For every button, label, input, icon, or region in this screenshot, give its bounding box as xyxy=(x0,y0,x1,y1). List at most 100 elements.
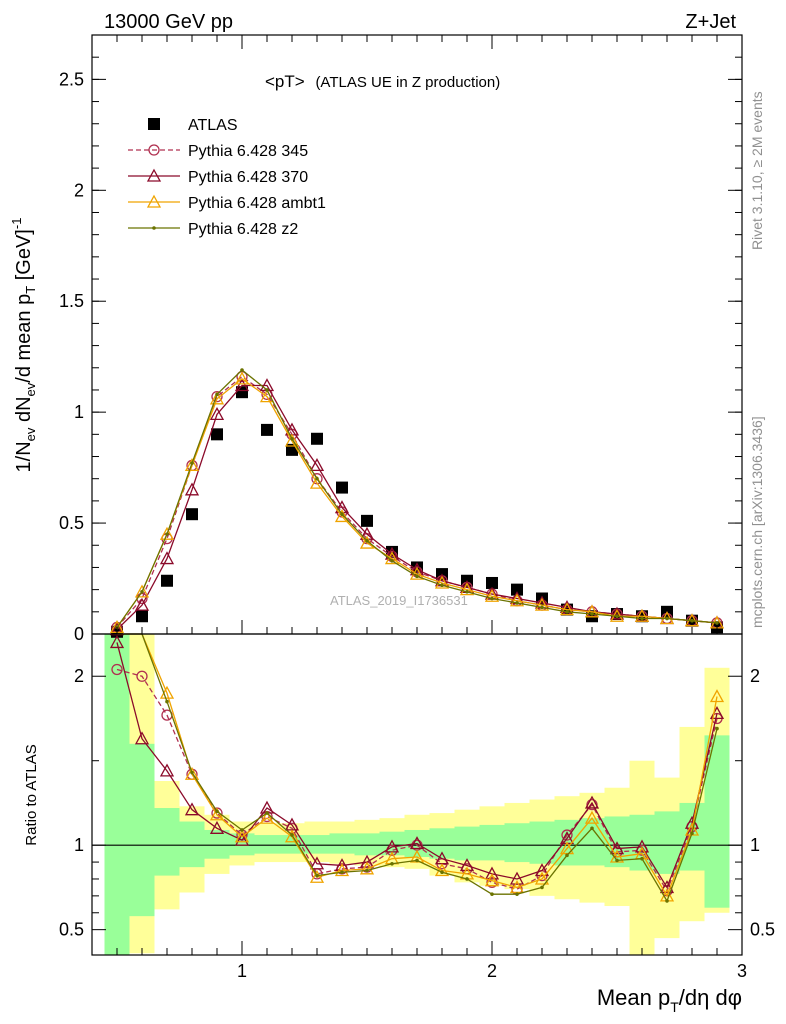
x-axis-label: Mean pT/dη dφ xyxy=(597,985,742,1015)
ratio-y-tick-label-right: 0.5 xyxy=(750,920,775,940)
ratio-y-tick-label: 1 xyxy=(74,835,84,855)
data-point xyxy=(215,392,219,397)
data-point xyxy=(240,368,244,372)
inner-band-bin xyxy=(104,634,130,955)
data-point xyxy=(365,868,369,873)
inner-band-bin xyxy=(479,824,505,861)
data-point xyxy=(690,618,694,623)
legend-label: Pythia 6.428 370 xyxy=(188,169,308,186)
data-point xyxy=(584,810,600,824)
data-point xyxy=(140,590,144,594)
ratio-y-tick-label: 2 xyxy=(74,666,84,686)
data-point xyxy=(184,766,200,780)
data-point xyxy=(534,597,550,611)
data-point xyxy=(159,763,175,777)
data-point xyxy=(509,871,525,885)
rivet-label: Rivet 3.1.10, ≥ 2M events xyxy=(749,91,765,250)
data-point xyxy=(534,871,550,885)
data-point xyxy=(211,428,223,441)
y-tick-label: 0.5 xyxy=(59,513,84,533)
data-point xyxy=(284,433,300,447)
ratio-uncertainty-bands xyxy=(92,634,742,955)
data-point xyxy=(309,869,325,883)
data-point xyxy=(465,877,469,881)
data-point xyxy=(284,829,300,843)
data-point xyxy=(136,670,148,682)
data-point xyxy=(165,532,169,536)
data-point xyxy=(315,873,319,878)
data-point xyxy=(134,597,150,611)
data-point xyxy=(609,841,625,855)
legend-entry-pythia-6-428-345: Pythia 6.428 345 xyxy=(128,143,308,160)
data-point xyxy=(440,870,444,875)
data-point xyxy=(161,574,173,587)
series-line xyxy=(117,633,718,898)
legend-marker xyxy=(146,194,162,208)
inner-band-bin xyxy=(229,833,255,856)
data-point xyxy=(665,616,669,621)
data-point xyxy=(309,856,325,870)
data-point xyxy=(136,610,148,623)
series-line xyxy=(116,375,718,628)
data-point xyxy=(415,574,419,579)
header-left: 13000 GeV pp xyxy=(104,11,233,33)
data-point xyxy=(515,892,519,896)
data-point xyxy=(234,378,250,392)
data-point xyxy=(584,604,600,618)
legend-marker xyxy=(152,226,156,230)
data-point xyxy=(190,461,194,465)
data-point xyxy=(490,892,494,896)
main-ylabel: 1/Nev dNev/d mean pT [GeV]-1 xyxy=(9,218,38,473)
data-point xyxy=(134,584,150,598)
data-point xyxy=(311,432,323,445)
data-point xyxy=(709,689,725,703)
header-right: Z+Jet xyxy=(685,11,736,33)
data-point xyxy=(184,482,200,496)
inner-band-bin xyxy=(679,802,705,871)
inner-band-bin xyxy=(654,811,680,874)
mcplots-label: mcplots.cern.ch [arXiv:1306.3436] xyxy=(749,416,765,628)
series-line xyxy=(116,378,718,628)
data-point xyxy=(234,371,250,385)
data-point xyxy=(615,858,619,863)
watermark: ATLAS_2019_I1736531 xyxy=(330,593,468,608)
data-point xyxy=(340,870,344,875)
data-point xyxy=(634,839,650,853)
data-point xyxy=(559,602,575,616)
legend-label: ATLAS xyxy=(188,117,238,134)
data-point xyxy=(509,593,525,607)
y-tick-label: 2 xyxy=(74,180,84,200)
inner-band-bin xyxy=(504,823,530,863)
legend-label: Pythia 6.428 345 xyxy=(188,143,308,160)
ratio-ylabel: Ratio to ATLAS xyxy=(23,744,40,845)
data-point xyxy=(440,583,444,587)
series-line xyxy=(116,642,718,889)
data-point xyxy=(484,866,500,880)
ratio-y-tick-label-right: 1 xyxy=(750,835,760,855)
data-point xyxy=(540,605,544,610)
data-point xyxy=(159,551,175,565)
data-point xyxy=(265,388,269,392)
inner-band-bin xyxy=(354,833,380,856)
legend-entry-pythia-6-428-ambt1: Pythia 6.428 ambt1 xyxy=(128,194,326,212)
data-point xyxy=(511,583,523,596)
data-point xyxy=(634,608,650,622)
data-point xyxy=(186,508,198,521)
data-point xyxy=(640,856,644,861)
data-point xyxy=(434,863,450,877)
chart-title-main: <pT> xyxy=(265,72,305,91)
data-point xyxy=(590,612,594,616)
inner-band-bin xyxy=(204,829,230,859)
data-point xyxy=(234,829,250,843)
data-point xyxy=(159,526,175,540)
inner-band-bin xyxy=(179,821,205,868)
data-point xyxy=(240,828,244,832)
data-point xyxy=(390,558,394,563)
ratio-series-layer xyxy=(109,633,725,903)
data-point xyxy=(484,873,500,887)
y-tick-label: 0 xyxy=(74,624,84,644)
data-point xyxy=(259,810,275,824)
data-point xyxy=(184,802,200,816)
data-point xyxy=(290,833,294,837)
data-point xyxy=(540,885,544,890)
